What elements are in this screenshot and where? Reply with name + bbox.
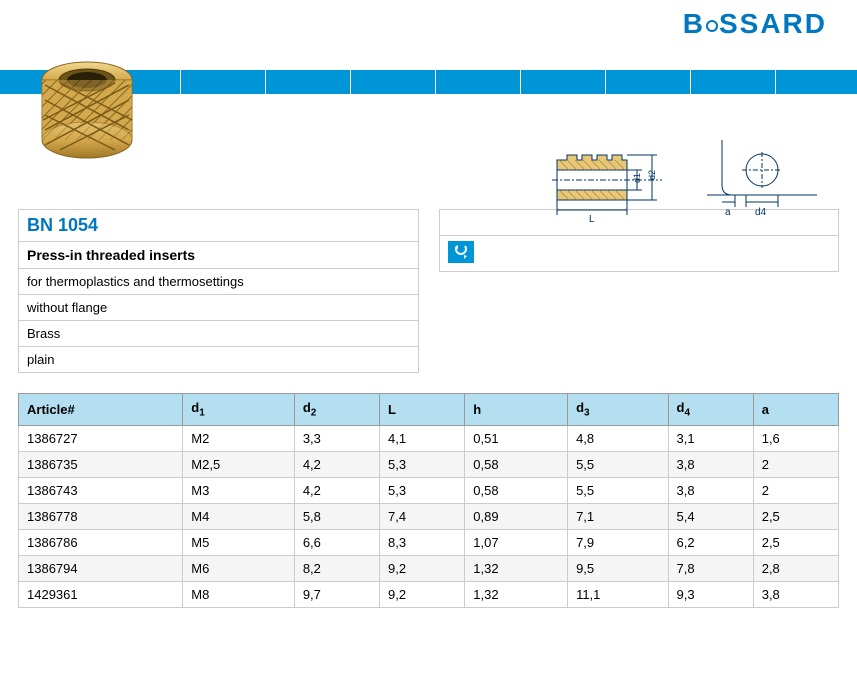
table-cell: 6,2: [668, 529, 753, 555]
svg-text:L: L: [589, 214, 595, 225]
table-cell: 5,3: [380, 477, 465, 503]
svg-text:a: a: [725, 207, 731, 218]
table-cell: M2: [183, 425, 295, 451]
table-cell: 5,5: [568, 477, 668, 503]
table-cell: 0,89: [465, 503, 568, 529]
brand-logo: B SSARD: [683, 8, 827, 40]
table-cell: 1,6: [753, 425, 838, 451]
product-title: Press-in threaded inserts: [19, 242, 419, 269]
table-cell: 2,8: [753, 555, 838, 581]
logo-text-before: B: [683, 8, 705, 39]
logo-text-after: SSARD: [719, 8, 827, 39]
diagram-cross-section: d1 d2 L: [547, 140, 677, 240]
table-cell: 7,1: [568, 503, 668, 529]
table-cell: 3,8: [753, 581, 838, 607]
diagram-hole-detail: a d4: [707, 140, 817, 240]
table-cell: M6: [183, 555, 295, 581]
svg-text:d4: d4: [755, 207, 767, 218]
table-cell: 4,1: [380, 425, 465, 451]
table-row: 1386735M2,54,25,30,585,53,82: [19, 451, 839, 477]
article-data-table: Article#d1d2Lhd3d4a 1386727M23,34,10,514…: [18, 393, 839, 608]
column-header: Article#: [19, 394, 183, 426]
table-cell: M4: [183, 503, 295, 529]
table-cell: 1386727: [19, 425, 183, 451]
table-cell: 1386794: [19, 555, 183, 581]
part-number: BN 1054: [19, 210, 419, 242]
table-cell: 2,5: [753, 503, 838, 529]
table-row: 1386786M56,68,31,077,96,22,5: [19, 529, 839, 555]
table-cell: 0,58: [465, 477, 568, 503]
install-icon-cell: [439, 236, 839, 272]
table-cell: 9,2: [380, 555, 465, 581]
table-cell: M2,5: [183, 451, 295, 477]
table-cell: 5,5: [568, 451, 668, 477]
logo-dot-icon: [706, 20, 718, 32]
product-info-table: BN 1054 Press-in threaded inserts for th…: [18, 209, 419, 373]
table-cell: 4,8: [568, 425, 668, 451]
table-cell: 8,3: [380, 529, 465, 555]
table-cell: 1386786: [19, 529, 183, 555]
product-material: Brass: [19, 321, 419, 347]
column-header: L: [380, 394, 465, 426]
table-cell: 1386778: [19, 503, 183, 529]
table-cell: 0,58: [465, 451, 568, 477]
table-cell: 9,7: [294, 581, 379, 607]
table-cell: 4,2: [294, 451, 379, 477]
table-cell: 2: [753, 477, 838, 503]
table-row: 1386778M45,87,40,897,15,42,5: [19, 503, 839, 529]
column-header: d3: [568, 394, 668, 426]
table-cell: 1,07: [465, 529, 568, 555]
table-cell: 6,6: [294, 529, 379, 555]
svg-text:d2: d2: [647, 170, 657, 180]
table-cell: M8: [183, 581, 295, 607]
table-cell: M3: [183, 477, 295, 503]
column-header: h: [465, 394, 568, 426]
column-header: a: [753, 394, 838, 426]
product-finish: plain: [19, 347, 419, 373]
table-cell: 9,3: [668, 581, 753, 607]
table-cell: 1386735: [19, 451, 183, 477]
table-cell: 3,1: [668, 425, 753, 451]
table-cell: 1,32: [465, 555, 568, 581]
table-row: 1386743M34,25,30,585,53,82: [19, 477, 839, 503]
table-cell: 2,5: [753, 529, 838, 555]
column-header: d4: [668, 394, 753, 426]
table-cell: 9,2: [380, 581, 465, 607]
product-desc1: for thermoplastics and thermosettings: [19, 269, 419, 295]
table-cell: 1386743: [19, 477, 183, 503]
table-cell: 2: [753, 451, 838, 477]
table-cell: 11,1: [568, 581, 668, 607]
product-image: [25, 55, 150, 165]
table-cell: M5: [183, 529, 295, 555]
column-header: d1: [183, 394, 295, 426]
table-cell: 1429361: [19, 581, 183, 607]
table-cell: 5,3: [380, 451, 465, 477]
table-cell: 9,5: [568, 555, 668, 581]
table-cell: 4,2: [294, 477, 379, 503]
table-cell: 7,9: [568, 529, 668, 555]
table-cell: 5,4: [668, 503, 753, 529]
table-cell: 8,2: [294, 555, 379, 581]
table-cell: 7,8: [668, 555, 753, 581]
table-cell: 3,8: [668, 451, 753, 477]
svg-text:d1: d1: [632, 173, 642, 183]
install-method-icon: [448, 241, 474, 263]
table-cell: 0,51: [465, 425, 568, 451]
table-row: 1386727M23,34,10,514,83,11,6: [19, 425, 839, 451]
table-cell: 3,8: [668, 477, 753, 503]
technical-diagrams: d1 d2 L a d4: [547, 140, 817, 240]
table-cell: 5,8: [294, 503, 379, 529]
table-row: 1386794M68,29,21,329,57,82,8: [19, 555, 839, 581]
table-row: 1429361M89,79,21,3211,19,33,8: [19, 581, 839, 607]
table-cell: 1,32: [465, 581, 568, 607]
product-desc2: without flange: [19, 295, 419, 321]
table-cell: 3,3: [294, 425, 379, 451]
table-cell: 7,4: [380, 503, 465, 529]
column-header: d2: [294, 394, 379, 426]
